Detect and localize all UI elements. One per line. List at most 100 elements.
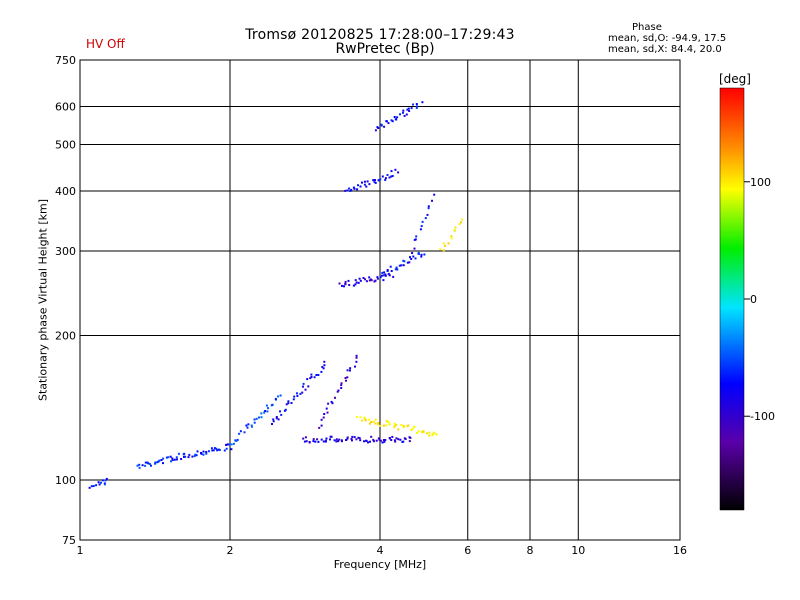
data-point [368,276,371,279]
data-point [212,449,215,452]
data-point [170,460,172,463]
data-point [393,425,396,428]
data-point [274,397,277,400]
data-point [376,277,379,280]
data-point [384,177,387,180]
data-point [169,455,172,458]
data-point [379,439,382,442]
data-point [333,439,336,442]
data-point [322,440,325,443]
y-tick-label: 75 [62,534,76,547]
data-point [405,113,408,116]
data-point [355,438,358,441]
data-points [88,101,464,489]
data-point [389,265,392,268]
data-point [372,420,375,423]
data-point [365,185,368,188]
data-point [238,432,241,435]
x-tick-label: 16 [673,544,687,557]
data-point [383,125,386,128]
data-point [365,280,368,283]
data-point [359,416,362,419]
data-point [97,481,100,484]
x-tick-label: 2 [227,544,234,557]
data-point [359,279,362,282]
data-point [320,424,323,427]
data-point [95,484,98,487]
data-point [386,270,389,272]
data-point [354,279,357,282]
data-point [420,225,423,228]
data-point [195,454,198,457]
data-point [361,181,363,184]
data-point [341,284,343,287]
data-point [388,176,391,179]
data-point [368,418,371,421]
data-point [171,457,174,460]
data-point [461,218,464,221]
data-point [381,175,384,178]
data-point [323,360,326,363]
data-point [285,403,288,406]
data-point [302,382,305,385]
data-point [343,285,345,288]
data-point [370,435,373,438]
data-point [340,439,343,442]
x-axis-label: Frequency [MHz] [333,558,427,571]
data-point [374,181,377,184]
data-point [377,422,380,425]
data-point [325,407,328,410]
data-point [358,277,361,280]
data-point [312,438,315,441]
data-point [349,190,352,192]
data-point [267,407,269,410]
data-point [414,238,417,241]
grid-lines [80,60,680,540]
data-point [271,423,273,425]
data-point [387,272,390,275]
data-point [171,459,174,462]
x-tick-labels: 1 2 4 6 8 10 16 [77,544,688,557]
data-point [460,221,462,224]
data-point [308,441,311,444]
data-point [335,438,338,441]
data-point [350,188,353,191]
data-point [450,237,453,240]
data-point [406,261,409,264]
data-point [275,417,278,420]
data-point [377,127,380,129]
data-point [417,251,420,254]
data-point [154,462,157,465]
data-point [90,485,93,488]
data-point [458,223,461,226]
data-point [205,452,208,455]
data-point [396,268,399,271]
data-point [349,367,352,370]
data-point [409,436,412,439]
data-point [322,416,325,419]
data-point [175,456,178,459]
data-point [394,268,397,271]
data-point [390,170,393,173]
data-point [381,271,384,274]
data-point [88,486,91,489]
data-point [310,376,313,378]
data-point [380,124,383,127]
data-point [394,118,397,121]
data-point [340,384,343,387]
data-point [357,184,359,187]
data-point [299,392,302,395]
data-point [162,457,165,460]
data-point [410,107,413,110]
data-point [388,423,391,426]
data-point [230,443,233,446]
data-point [302,385,304,388]
data-point [223,449,226,452]
data-point [377,437,380,440]
data-point [372,179,375,182]
data-point [264,410,267,412]
data-point [374,279,377,282]
data-point [422,431,425,434]
data-point [327,402,330,405]
data-point [383,440,386,443]
